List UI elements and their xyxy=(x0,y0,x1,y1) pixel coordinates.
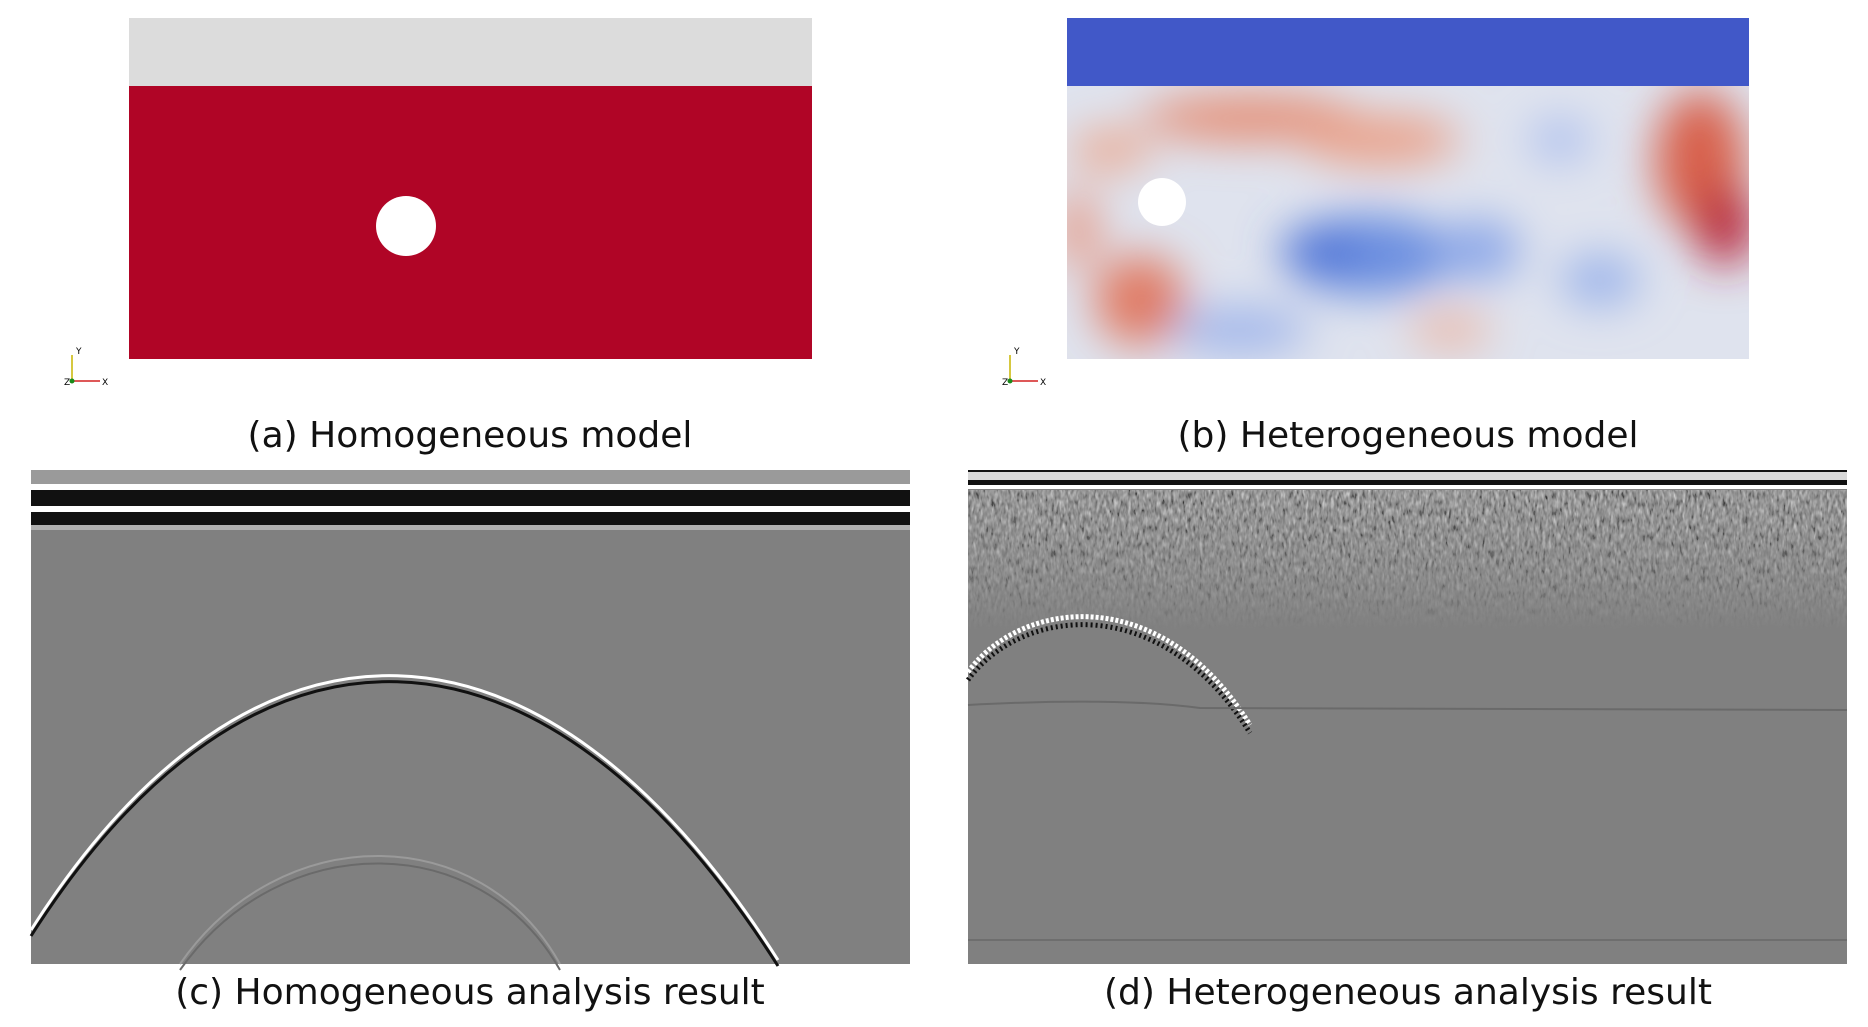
triad-label: X xyxy=(102,378,108,388)
axis-triad: Y Z X xyxy=(64,347,108,388)
triad-label: X xyxy=(1040,378,1046,388)
medium xyxy=(129,86,812,359)
panel-a: Y Z X (a) Homogeneous model xyxy=(64,18,812,456)
caption: (a) Homogeneous model xyxy=(248,415,693,456)
triad-label: Y xyxy=(1013,347,1020,357)
triad-label: Y xyxy=(75,347,82,357)
air-layer xyxy=(1067,18,1749,86)
caption: (d) Heterogeneous analysis result xyxy=(1104,972,1712,1013)
caption: (b) Heterogeneous model xyxy=(1177,415,1638,456)
cavity xyxy=(376,196,436,256)
panel-b: Y Z X (b) Heterogeneous model xyxy=(1002,18,1749,456)
random-field xyxy=(1067,90,1749,352)
triad-label: Z xyxy=(1002,378,1008,388)
air-layer xyxy=(129,18,812,86)
radargram xyxy=(31,470,910,964)
panel-d: (d) Heterogeneous analysis result xyxy=(965,470,1848,1013)
panel-c: (c) Homogeneous analysis result xyxy=(29,470,910,1013)
caption: (c) Homogeneous analysis result xyxy=(175,972,765,1013)
axis-triad: Y Z X xyxy=(1002,347,1046,388)
cavity xyxy=(1138,178,1186,226)
triad-label: Z xyxy=(64,378,70,388)
